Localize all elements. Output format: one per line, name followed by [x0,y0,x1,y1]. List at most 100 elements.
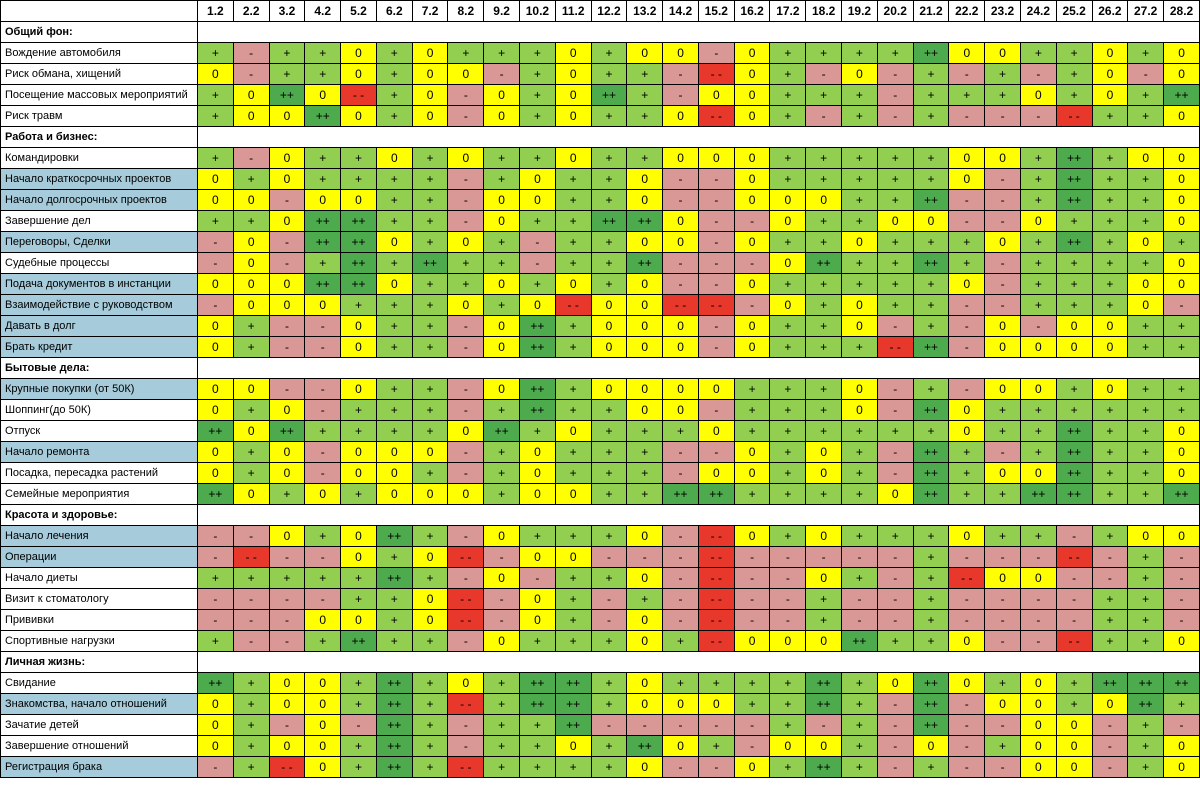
value-cell: + [912,84,950,106]
value-cell: 0 [769,294,807,316]
value-cell: ++ [805,672,843,694]
day-header: 4.2 [304,0,342,22]
value-cell: - - [340,84,377,106]
value-cell: + [1091,147,1129,169]
value-cell: + [1091,462,1129,484]
row-label: Операции [0,546,198,568]
value-cell: - [447,378,485,400]
value-cell: - [662,546,699,568]
value-cell: + [1127,105,1165,127]
value-cell: - [447,210,485,232]
value-cell: - - [447,546,485,568]
value-cell: + [805,336,843,358]
value-cell: + [769,42,807,64]
section-filler [196,126,1200,148]
value-cell: 0 [232,189,270,211]
value-cell: - [1055,609,1093,631]
value-cell: 0 [984,336,1021,358]
table-row: Прививки - - -0 0 +0- - -0 + -0- - - - - + - - + - - - - + + - [0,609,1200,631]
value-cell: 0 [626,672,664,694]
value-cell: + [232,567,270,589]
value-cell: - [662,525,699,547]
value-cell: + [769,483,807,505]
value-cell: + [590,273,628,295]
value-cell: 0 [447,231,485,253]
value-cell: + [554,189,592,211]
value-cell: ++ [1055,189,1093,211]
value-cell: - [984,441,1021,463]
value-cell: - [1127,63,1165,85]
value-cell: 0 [1163,273,1200,295]
value-cell: + [196,84,234,106]
value-cell: + [1127,462,1165,484]
value-cell: - [876,84,914,106]
value-cell: + [1163,231,1200,253]
value-cell: + [1091,105,1129,127]
table-row: Командировки + -0 + +0 +0 + +0 + +0 0 0 + + + + +0 0 + ++ +0… [0,147,1200,169]
value-cell: - [1091,567,1129,589]
value-cell: - [1163,546,1200,568]
day-header: 3.2 [268,0,306,22]
value-cell: + [876,189,914,211]
value-cell: - [984,189,1021,211]
value-cell: + [984,63,1021,85]
value-cell: 0 [411,546,449,568]
value-cell: + [1127,609,1165,631]
value-cell: 0 [662,315,699,337]
value-cell: + [1127,630,1165,652]
value-cell: + [1019,231,1057,253]
value-cell: + [411,378,449,400]
value-cell: - [948,588,986,610]
row-label: Начало долгосрочных проектов [0,189,198,211]
value-cell: + [196,567,234,589]
value-cell: 0 [1163,462,1200,484]
value-cell: + [340,168,377,190]
value-cell: + [912,546,950,568]
value-cell: 0 [483,84,521,106]
value-cell: 0 [196,273,234,295]
row-label: Судебные процессы [0,252,198,274]
value-cell: - [1163,588,1200,610]
value-cell: 0 [626,378,664,400]
value-cell: - [876,378,914,400]
value-cell: + [483,231,521,253]
value-cell: 0 [519,483,556,505]
value-cell: + [590,168,628,190]
value-cell: 0 [1091,378,1129,400]
value-cell: - - [697,63,735,85]
value-cell: 0 [1127,231,1165,253]
value-cell: + [232,462,270,484]
value-cell: ++ [1055,483,1093,505]
value-cell: 0 [196,399,234,421]
value-cell: ++ [912,693,950,715]
value-cell: + [411,693,449,715]
value-cell: 0 [1019,714,1057,736]
value-cell: ++ [912,336,950,358]
value-cell: + [519,756,556,778]
value-cell: 0 [769,630,807,652]
value-cell: + [841,735,878,757]
value-cell: ++ [375,525,413,547]
value-cell: 0 [733,42,771,64]
value-cell: 0 [232,420,270,442]
value-cell: + [411,168,449,190]
value-cell: 0 [196,168,234,190]
value-cell: - [1163,609,1200,631]
table-row: Начало краткосрочных проектов 0 +0 + + + + - +0 +… [0,168,1200,190]
table-row: Подача документов в инстанции 0 0 0 ++ ++ 0 + +0… [0,273,1200,295]
value-cell: + [1127,84,1165,106]
value-cell: - [662,441,699,463]
value-cell: 0 [769,210,807,232]
value-cell: + [1055,252,1093,274]
value-cell: 0 [304,84,342,106]
value-cell: + [626,588,664,610]
value-cell: - [662,714,699,736]
value-cell: 0 [626,336,664,358]
table-row: Крупные покупки (от 50К) 0 0- -0 + + -0 ++ +0 0 0 0… [0,378,1200,400]
value-cell: ++ [912,42,950,64]
value-cell: - [626,714,664,736]
value-cell: + [375,84,413,106]
value-cell: 0 [304,483,342,505]
table-row: Регистрация брака - + - -0 + ++ + - - + + + +0- -0 + +… [0,756,1200,778]
